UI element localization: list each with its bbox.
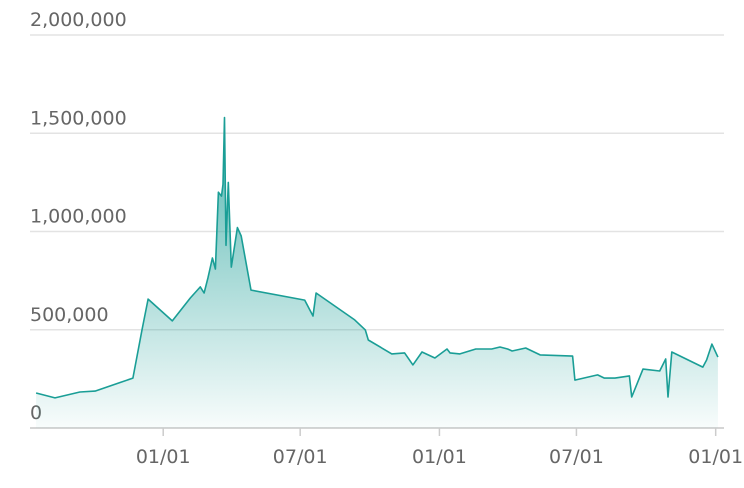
- x-tick-label: 01/01: [688, 446, 743, 468]
- y-tick-label: 1,000,000: [30, 206, 127, 228]
- x-tick-label: 01/01: [136, 446, 191, 468]
- y-tick-label: 2,000,000: [30, 9, 127, 31]
- x-tick-label: 07/01: [549, 446, 604, 468]
- y-tick-label: 1,500,000: [30, 107, 127, 129]
- area-line: [35, 116, 719, 399]
- x-tick-label: 01/01: [412, 446, 467, 468]
- area-fill: [36, 117, 718, 428]
- y-tick-label: 500,000: [30, 304, 109, 326]
- x-tick-label: 07/01: [273, 446, 328, 468]
